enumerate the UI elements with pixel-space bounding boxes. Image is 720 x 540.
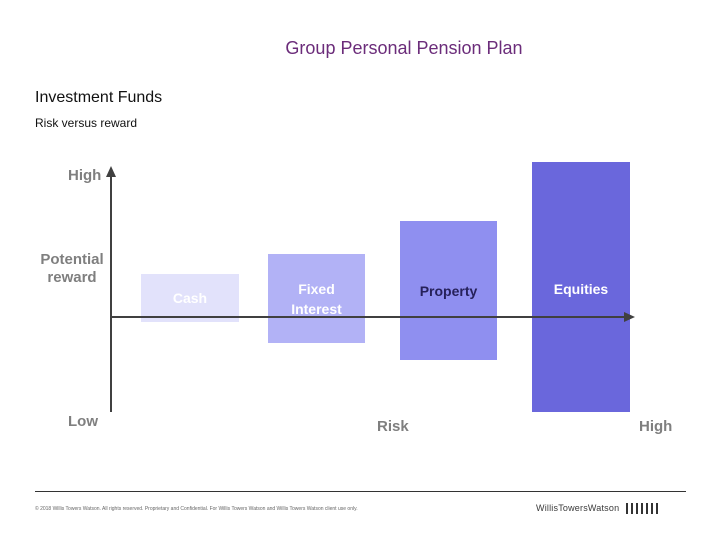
x-axis-high-label: High	[639, 418, 673, 435]
section-title: Investment Funds	[35, 89, 163, 106]
fund-label-cash: Cash	[173, 288, 207, 308]
fund-label-cash-text: Cash	[172, 290, 208, 306]
y-axis-low-label: Low	[68, 413, 98, 430]
y-axis-line	[110, 176, 112, 412]
fund-label-fixed-interest-line1: Fixed	[298, 280, 335, 297]
fund-label-fixed-interest: Fixed Interest	[291, 279, 342, 319]
footer-divider	[35, 491, 686, 492]
fund-label-property-text: Property	[419, 282, 478, 299]
logo-mark-icon	[626, 503, 658, 514]
page-title: Group Personal Pension Plan	[285, 38, 523, 58]
fund-box-fixed-interest: Fixed Interest	[268, 254, 365, 343]
y-axis-title-line1: Potential	[40, 251, 104, 268]
x-axis-arrow-icon	[624, 312, 635, 322]
y-axis-title-line2: reward	[47, 269, 97, 286]
y-axis-high-label: High	[68, 167, 102, 184]
x-axis-title: Risk	[377, 418, 409, 435]
footer-copyright: © 2018 Willis Towers Watson. All rights …	[35, 506, 358, 512]
fund-box-property: Property	[400, 221, 497, 360]
y-axis-title: Potential reward	[36, 251, 108, 287]
subtitle: Risk versus reward	[35, 116, 138, 130]
company-logo: WillisTowersWatson	[536, 503, 620, 513]
fund-label-equities-text: Equities	[553, 281, 609, 297]
y-axis-arrow-icon	[106, 166, 116, 177]
x-axis-line	[110, 316, 626, 318]
fund-label-equities: Equities	[554, 279, 608, 299]
fund-box-equities: Equities	[532, 162, 630, 412]
fund-label-property: Property	[420, 281, 478, 301]
fund-label-fixed-interest-line2: Interest	[291, 300, 342, 317]
fund-box-cash: Cash	[141, 274, 239, 322]
